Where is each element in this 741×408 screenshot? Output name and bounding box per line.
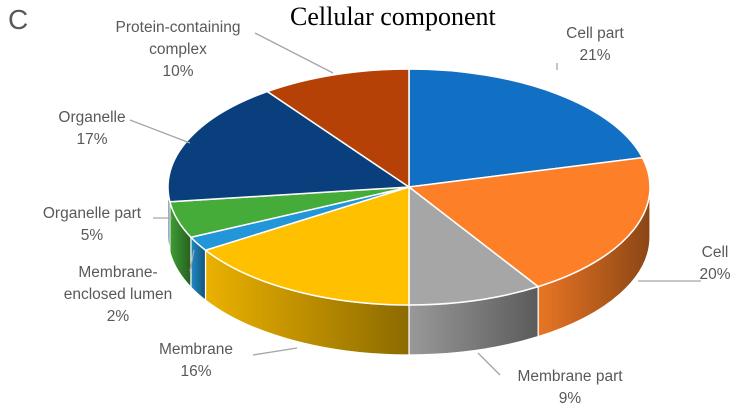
leader-line [189,249,195,272]
slice-label-organelle: Organelle 17% [58,109,125,148]
chart-title: Cellular component [290,2,496,31]
slice-label-organelle-part: Organelle part 5% [43,205,142,244]
leader-line [252,347,298,356]
slice-label-membrane-enclosed-lumen: Membrane-enclosed lumen 2% [64,264,173,325]
panel-letter: C [8,4,29,35]
slice-label-cell: Cell 20% [699,244,730,283]
slice-membrane-part[interactable] [408,185,540,306]
slice-labels: Cell part 21% Cell 20% Membrane part 9% Membra… [43,19,731,407]
slice-cell-part[interactable] [408,68,644,188]
slice-cell[interactable] [407,156,651,288]
pie-slices [167,68,651,306]
slice-label-membrane-part: Membrane part 9% [517,368,623,407]
slice-organelle[interactable] [167,90,412,203]
slice-membrane[interactable] [203,185,410,306]
slice-label-membrane: Membrane 16% [159,341,233,380]
leader-line [254,32,334,74]
slice-protein-containing-complex[interactable] [265,68,410,189]
slice-label-protein-containing-complex: Protein-containing complex 10% [116,19,241,80]
leader-lines [129,32,701,376]
leader-line [477,352,501,376]
slice-label-cell-part: Cell part 21% [566,25,624,64]
leader-line [129,119,191,144]
